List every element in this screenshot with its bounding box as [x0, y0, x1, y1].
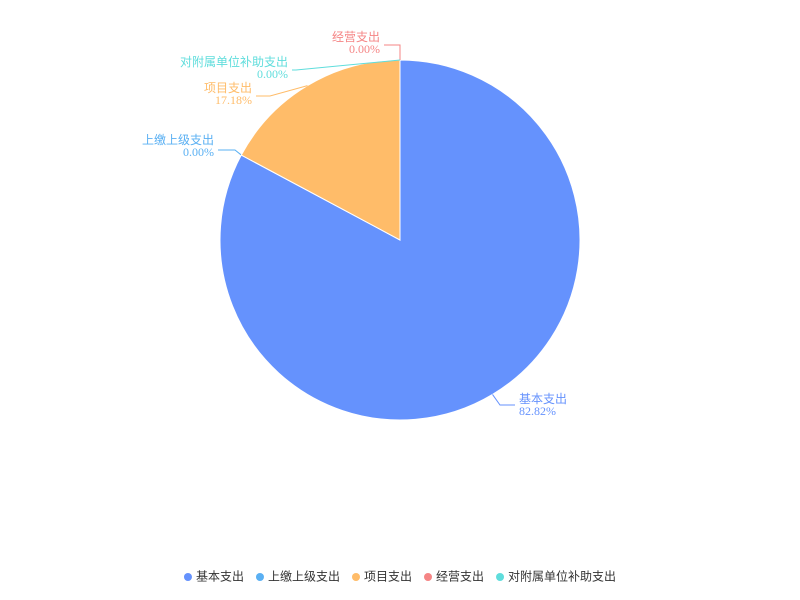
label-line	[218, 149, 242, 156]
legend-marker	[351, 573, 360, 581]
slice-label: 经营支出	[332, 30, 380, 44]
legend-label: 项目支出	[364, 570, 412, 584]
slice-value-label: 0.00%	[183, 145, 214, 159]
legend-label: 经营支出	[436, 570, 484, 584]
slice-value-label: 82.82%	[519, 404, 556, 418]
slice-label: 对附属单位补助支出	[180, 54, 288, 69]
legend-label: 基本支出	[196, 570, 244, 584]
legend-marker	[496, 573, 505, 581]
slice-label: 上缴上级支出	[142, 132, 214, 147]
legend-label: 对附属单位补助支出	[508, 569, 616, 584]
label-line	[256, 85, 308, 97]
legend-marker	[255, 573, 264, 581]
slice-value-label: 17.18%	[215, 93, 252, 107]
legend-marker	[183, 573, 192, 581]
slice-label: 基本支出	[519, 392, 567, 406]
legend: 基本支出 上缴上级支出 项目支出 经营支出 对附属单位补助支出	[183, 569, 616, 584]
label-line	[292, 59, 401, 71]
slice-value-label: 0.00%	[257, 67, 288, 81]
legend-marker	[424, 573, 433, 581]
legend-label: 上缴上级支出	[268, 569, 340, 584]
label-line	[492, 394, 515, 406]
slice-label: 项目支出	[204, 81, 252, 95]
pie-slice	[219, 59, 581, 421]
slice-value-label: 0.00%	[349, 42, 380, 56]
label-line	[384, 44, 401, 60]
